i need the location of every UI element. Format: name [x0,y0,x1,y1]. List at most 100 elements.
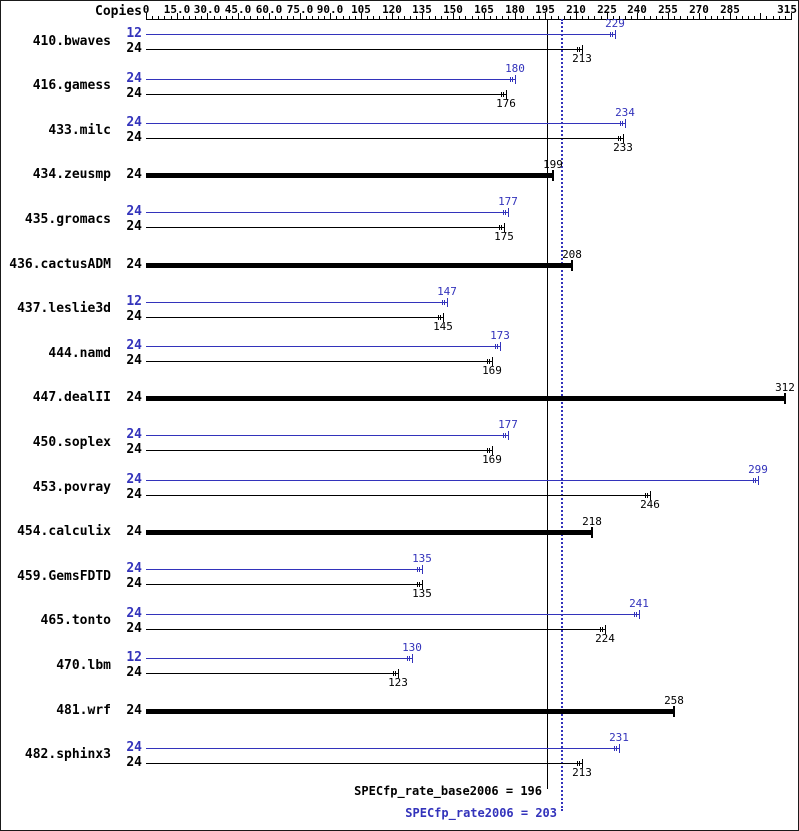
benchmark-label: 410.bwaves [32,34,111,49]
bar-peak [146,480,758,481]
axis-tick [367,16,368,19]
axis-tick [674,16,675,19]
bar-variation-tick [489,448,490,453]
bar-endcap [506,90,507,99]
benchmark-label: 482.sphinx3 [24,747,111,762]
bar-peak [146,34,615,35]
reference-line-label: SPECfp_rate2006 = 203 [405,806,557,820]
axis-tick [447,16,448,19]
copies-value: 24 [126,309,142,324]
axis-tick [736,16,737,19]
bar-variation-tick [495,344,496,349]
axis-tick [422,13,423,19]
axis-tick-label: 165 [474,3,494,16]
bar-variation-tick [753,478,754,483]
bar-value-label: 169 [482,453,502,466]
axis-tick [644,16,645,19]
axis-tick [343,16,344,19]
bar-variation-tick [419,582,420,587]
bar-peak [146,748,619,749]
bar-endcap [571,260,573,271]
bar-value-label: 135 [412,552,432,565]
axis-tick [478,16,479,19]
copies-value: 24 [126,740,142,755]
axis-tick [416,16,417,19]
axis-tick [183,16,184,19]
bar-base-only [146,709,674,714]
bar-variation-tick [634,612,635,617]
axis-tick [379,16,380,19]
bar-variation-tick [602,627,603,632]
axis-tick [668,13,669,19]
axis-tick [355,16,356,19]
axis-tick [330,13,331,19]
axis-tick [257,16,258,19]
benchmark-label: 470.lbm [56,658,111,673]
bar-value-label: 147 [437,285,457,298]
bar-value-label: 208 [562,248,582,261]
bar-base [146,584,422,585]
axis-tick [281,16,282,19]
benchmark-label: 481.wrf [56,703,111,718]
copies-value: 24 [126,115,142,130]
bar-value-label: 224 [595,632,615,645]
axis-tick [785,16,786,19]
reference-line-base [547,19,548,789]
copies-value: 24 [126,524,142,539]
axis-tick [300,13,301,19]
axis-tick [619,16,620,19]
bar-peak [146,569,422,570]
axis-tick [158,16,159,19]
axis-tick-label: 60.0 [255,3,283,16]
axis-tick [306,16,307,19]
bar-variation-tick [577,761,578,766]
axis-tick [189,16,190,19]
bar-value-label: 145 [433,320,453,333]
axis-tick [570,16,571,19]
bar-endcap [591,527,593,538]
axis-tick [711,16,712,19]
bar-variation-tick [503,92,504,97]
copies-value: 24 [126,390,142,405]
axis-tick [588,16,589,19]
axis-tick [324,16,325,19]
bar-variation-tick [616,746,617,751]
copies-value: 24 [126,204,142,219]
bar-endcap [615,30,616,39]
axis-tick-label: 255 [658,3,678,16]
bar-value-label: 180 [505,62,525,75]
axis-tick-label: 225 [597,3,617,16]
axis-tick [207,13,208,19]
bar-variation-tick [417,582,418,587]
axis-tick [601,16,602,19]
bar-peak [146,212,508,213]
axis-tick [275,16,276,19]
copies-value: 24 [126,487,142,502]
axis-tick [232,16,233,19]
bar-value-label: 175 [494,230,514,243]
axis-tick [453,13,454,19]
axis-tick [533,16,534,19]
axis-tick [576,13,577,19]
benchmark-label: 465.tonto [40,613,111,628]
bar-variation-tick [620,121,621,126]
axis-tick [214,16,215,19]
benchmark-label: 437.leslie3d [17,301,111,316]
bar-value-label: 246 [640,498,660,511]
bar-base [146,317,443,318]
copies-value: 24 [126,606,142,621]
axis-tick [152,16,153,19]
axis-tick [545,13,546,19]
axis-tick [717,16,718,19]
axis-tick-label: 150 [443,3,463,16]
copies-value: 24 [126,71,142,86]
axis-tick [386,16,387,19]
axis-tick [429,16,430,19]
axis-tick [791,13,792,19]
axis-tick [662,16,663,19]
axis-tick [502,16,503,19]
bar-value-label: 123 [388,676,408,689]
axis-tick [201,16,202,19]
bar-endcap [639,610,640,619]
